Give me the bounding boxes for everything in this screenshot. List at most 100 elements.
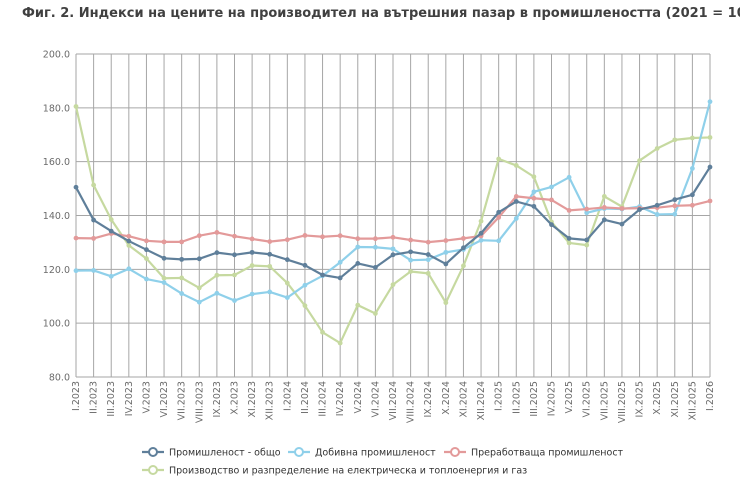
data-point [478,230,484,236]
data-point [461,235,466,241]
y-tick-label: 100.0 [43,319,70,330]
data-point [302,233,308,238]
data-point [355,302,361,308]
data-point [566,235,572,241]
y-tick-label: 180.0 [43,103,70,114]
legend-label: Промишленост - общо [169,448,281,459]
x-tick-label: VII.2025 [599,381,610,420]
x-tick-label: IX.2025 [635,381,646,418]
data-point [513,193,519,199]
data-point [461,245,466,251]
data-point [513,216,519,221]
data-point [390,234,396,240]
data-point [214,272,220,278]
data-point [584,237,590,243]
legend-label: Добивна промишленост [315,448,436,459]
data-point [390,282,396,288]
data-point [161,239,167,245]
data-point [73,184,79,190]
data-point [443,261,449,267]
x-tick-label: V.2024 [353,381,364,413]
data-point [707,135,713,140]
legend: Промишленост - общо Добивна промишленост П… [142,447,624,477]
data-point [637,158,642,163]
data-point [549,197,554,203]
data-point [425,270,431,276]
data-point [161,275,167,281]
x-tick-label: VIII.2024 [406,381,417,423]
data-point [267,289,273,295]
data-point [408,249,414,255]
y-tick-label: 140.0 [43,211,70,222]
data-point [179,291,185,296]
data-point [267,263,273,269]
data-point [672,137,678,143]
data-point [126,238,132,244]
data-point [161,255,167,261]
data-point [196,285,202,291]
legend-label: Производство и разпределение на електрич… [169,466,527,477]
data-point [337,233,343,239]
data-point [408,257,414,263]
data-point [108,217,114,222]
data-point [355,236,361,242]
x-tick-label: IX.2024 [423,381,434,418]
data-point [654,146,660,151]
data-point [320,234,325,240]
data-point [672,197,678,203]
data-point [443,238,449,243]
x-tick-label: IX.2023 [212,381,223,418]
data-point [144,247,149,253]
data-point [179,239,185,245]
x-tick-label: I.2025 [494,381,505,411]
data-point [267,239,273,245]
data-point [637,207,642,212]
data-point [196,233,202,239]
data-point [179,256,185,262]
data-point [302,282,308,288]
data-point [196,299,202,305]
chart-title: Фиг. 2. Индекси на цените на производите… [22,6,740,21]
data-point [232,298,237,303]
data-point [390,252,396,258]
x-tick-label: IV.2025 [547,381,558,416]
data-point [144,276,149,282]
data-point [320,329,325,335]
x-tick-label: III.2025 [529,381,540,417]
data-point [73,104,79,109]
x-tick-label: XI.2025 [670,381,681,418]
x-tick-label: VI.2024 [370,381,381,418]
data-point [478,218,484,224]
data-point [337,259,343,265]
x-tick-label: III.2023 [106,381,117,417]
data-point [126,266,132,272]
data-point [249,236,255,242]
data-point [531,195,537,201]
data-point [619,221,625,227]
x-tick-label: II.2023 [89,381,100,414]
x-tick-label: XI.2023 [247,381,258,418]
data-point [284,237,290,243]
data-point [689,192,695,198]
data-point [408,269,414,274]
x-tick-label: XII.2023 [265,381,276,420]
data-point [549,184,554,190]
x-tick-label: X.2023 [230,381,241,415]
x-tick-label: VI.2025 [582,381,593,418]
data-point [144,238,149,244]
legend-swatch-marker [148,465,158,475]
data-point [601,205,607,210]
x-tick-label: VI.2023 [159,381,170,418]
gridlines [75,53,711,378]
data-point [496,209,502,215]
x-tick-label: II.2024 [300,381,311,414]
data-point [531,189,537,195]
data-point [689,135,695,141]
data-point [179,275,185,281]
x-tick-label: IV.2023 [124,381,135,416]
data-point [355,261,361,266]
data-point [496,238,502,244]
data-point [672,203,678,209]
data-point [478,237,484,243]
data-point [91,268,97,273]
